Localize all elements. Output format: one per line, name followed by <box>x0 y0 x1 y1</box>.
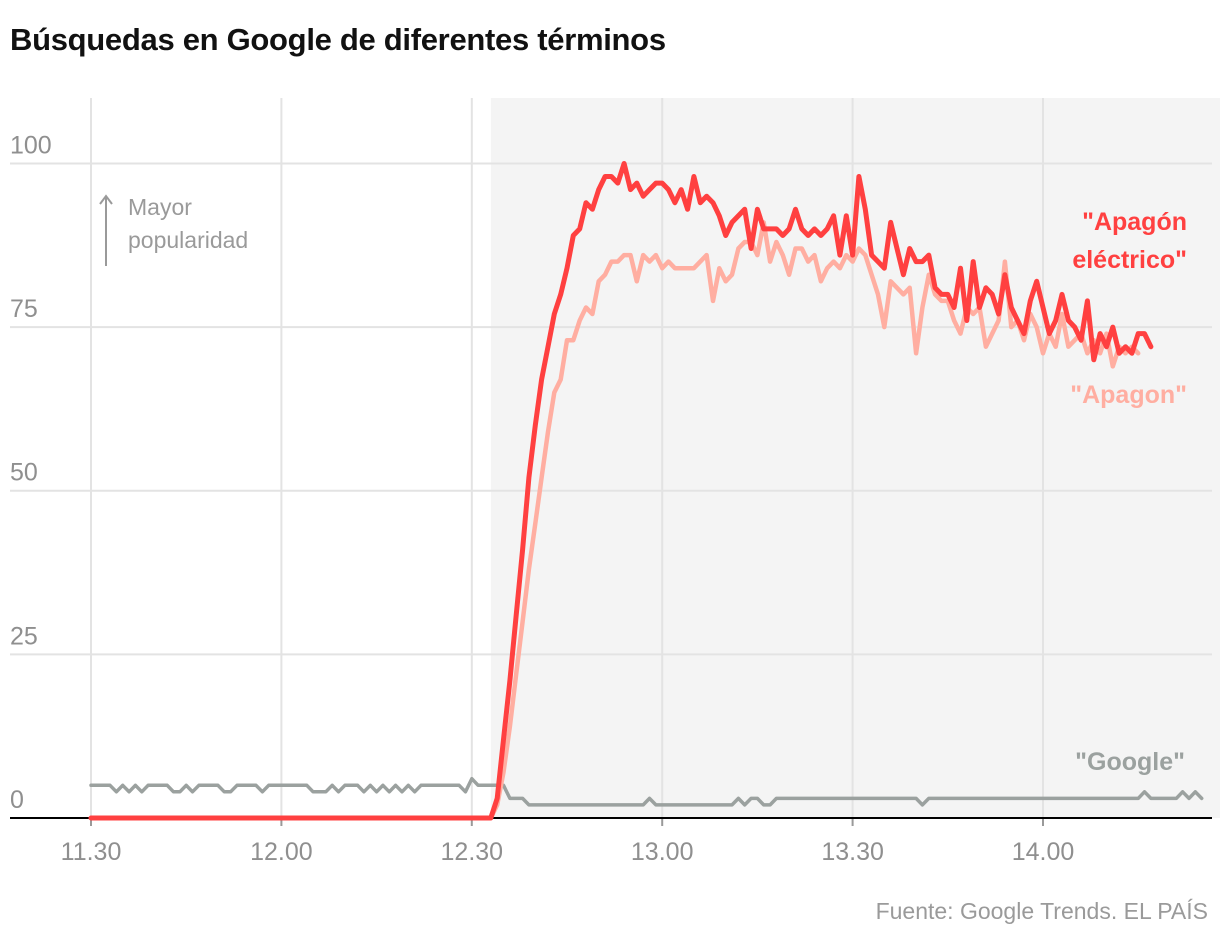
x-axis-labels: 11.30 12.00 12.30 13.00 13.30 14.00 <box>61 838 1075 866</box>
series-line-2 <box>88 161 1154 821</box>
y-tick-label: 75 <box>10 295 38 323</box>
series-label: "Apagon" <box>1070 381 1187 409</box>
annotation-line-2: popularidad <box>128 227 248 253</box>
up-arrow-icon <box>99 194 113 205</box>
x-tick-label: 13.30 <box>821 838 884 866</box>
source-note: Fuente: Google Trends. EL PAÍS <box>875 898 1208 924</box>
y-tick-label: 100 <box>10 131 52 159</box>
y-tick-label: 25 <box>10 622 38 650</box>
series-lines <box>88 161 1204 821</box>
series-label: eléctrico" <box>1072 246 1187 274</box>
y-tick-label: 0 <box>10 786 24 814</box>
series-labels: "Google" "Apagon" "Apagón eléctrico" <box>1070 208 1187 776</box>
y-axis-labels: 0 25 50 75 100 <box>10 131 52 814</box>
popularity-annotation: Mayor popularidad <box>99 194 248 266</box>
series-line-0 <box>89 776 1204 807</box>
x-tick-label: 11.30 <box>61 838 122 866</box>
x-tick-label: 14.00 <box>1012 838 1075 866</box>
series-label: "Apagón <box>1082 208 1187 236</box>
x-tick-label: 12.00 <box>250 838 313 866</box>
annotation-line-1: Mayor <box>128 194 192 220</box>
y-tick-label: 50 <box>10 459 38 487</box>
series-label: "Google" <box>1075 748 1185 776</box>
vertical-gridlines <box>90 98 1044 826</box>
chart-title: Búsquedas en Google de diferentes términ… <box>10 22 666 57</box>
x-tick-label: 13.00 <box>631 838 694 866</box>
x-tick-label: 12.30 <box>441 838 504 866</box>
